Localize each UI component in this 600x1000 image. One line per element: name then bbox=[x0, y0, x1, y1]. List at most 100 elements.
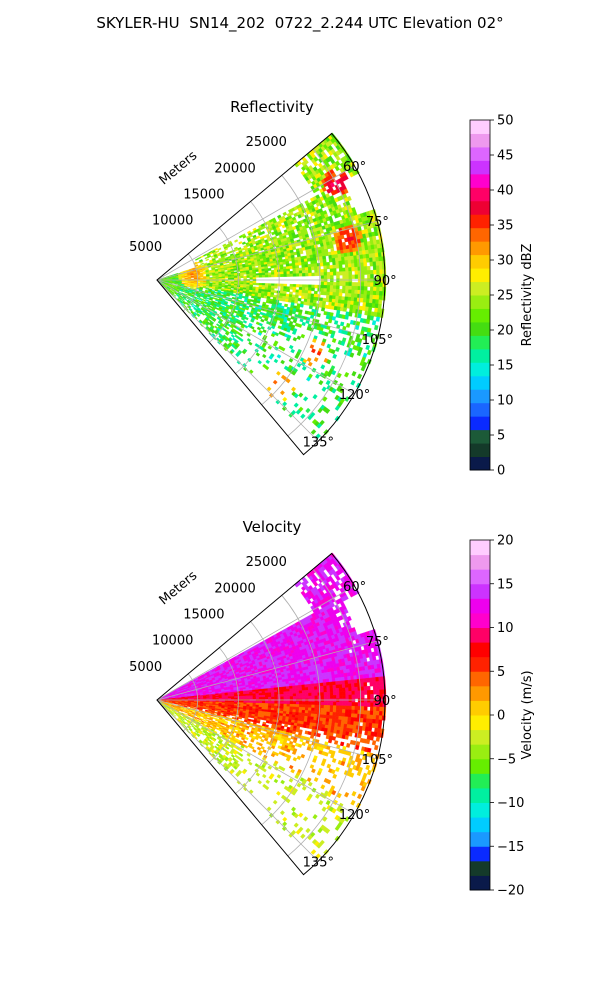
reflectivity-cell bbox=[348, 285, 353, 291]
reflectivity-cell bbox=[274, 332, 280, 337]
velocity-cell bbox=[304, 687, 309, 691]
reflectivity-cell bbox=[239, 333, 244, 337]
reflectivity-cell bbox=[212, 297, 217, 300]
reflectivity-cell bbox=[286, 266, 290, 270]
reflectivity-cell bbox=[225, 326, 230, 330]
reflectivity-cell bbox=[326, 371, 332, 378]
reflectivity-cell bbox=[354, 286, 359, 291]
reflectivity-cell bbox=[348, 282, 353, 287]
reflectivity-cell bbox=[345, 271, 349, 276]
reflectivity-cell bbox=[347, 259, 352, 265]
reflectivity-cell bbox=[326, 261, 330, 266]
reflectivity-cell bbox=[369, 315, 374, 321]
reflectivity-cell bbox=[300, 413, 306, 419]
reflectivity-cell bbox=[307, 361, 313, 367]
reflectivity-cell bbox=[342, 271, 346, 276]
reflectivity-cell bbox=[298, 262, 302, 266]
reflectivity-cell bbox=[323, 268, 328, 273]
reflectivity-colorbar-tick-label: 5 bbox=[497, 429, 505, 444]
velocity-cell bbox=[280, 689, 284, 693]
reflectivity-cell bbox=[329, 281, 334, 286]
reflectivity-cell bbox=[338, 260, 343, 265]
reflectivity-cell bbox=[258, 315, 263, 320]
reflectivity-radial-axis-label: Meters bbox=[157, 148, 201, 188]
reflectivity-cell bbox=[241, 295, 246, 299]
reflectivity-cell bbox=[239, 337, 244, 342]
reflectivity-cell bbox=[292, 265, 296, 269]
reflectivity-cell bbox=[326, 291, 331, 296]
reflectivity-cell bbox=[376, 265, 380, 271]
reflectivity-cell bbox=[274, 285, 278, 289]
reflectivity-cell bbox=[267, 268, 272, 271]
reflectivity-cell bbox=[289, 283, 294, 288]
reflectivity-cell bbox=[283, 273, 288, 277]
reflectivity-cell bbox=[331, 369, 337, 376]
reflectivity-colorbar-tick-label: 50 bbox=[497, 114, 514, 129]
reflectivity-cell bbox=[336, 285, 340, 290]
reflectivity-cell bbox=[354, 262, 358, 268]
reflectivity-cell bbox=[192, 287, 197, 290]
figure-title: SKYLER-HU SN14_202 0722_2.244 UTC Elevat… bbox=[96, 14, 504, 32]
velocity-cell bbox=[313, 683, 318, 688]
reflectivity-cell bbox=[360, 270, 365, 275]
reflectivity-cell bbox=[205, 285, 210, 287]
reflectivity-cell bbox=[229, 350, 234, 355]
velocity-cell bbox=[347, 679, 352, 685]
reflectivity-cell bbox=[342, 278, 346, 283]
reflectivity-colorbar-segment bbox=[470, 348, 490, 363]
reflectivity-cell bbox=[345, 267, 349, 272]
reflectivity-cell bbox=[354, 270, 359, 276]
reflectivity-colorbar-segment bbox=[470, 268, 490, 283]
reflectivity-cell bbox=[372, 265, 377, 271]
reflectivity-cell bbox=[345, 289, 349, 294]
reflectivity-cell bbox=[252, 280, 257, 284]
reflectivity-cell bbox=[335, 264, 340, 269]
reflectivity-cell bbox=[276, 370, 281, 376]
reflectivity-cell bbox=[260, 295, 265, 299]
reflectivity-cell bbox=[322, 255, 327, 260]
reflectivity-cell bbox=[350, 297, 355, 302]
reflectivity-cell bbox=[309, 344, 315, 349]
reflectivity-cell bbox=[347, 263, 352, 268]
reflectivity-cell bbox=[238, 296, 243, 300]
reflectivity-cell bbox=[313, 293, 318, 298]
velocity-cell bbox=[338, 680, 343, 685]
reflectivity-cell bbox=[314, 272, 319, 277]
reflectivity-colorbar-segment bbox=[470, 214, 490, 229]
reflectivity-cell bbox=[280, 271, 284, 275]
reflectivity-colorbar-tick-label: 45 bbox=[497, 149, 514, 164]
reflectivity-cell bbox=[347, 296, 352, 302]
reflectivity-cell bbox=[351, 263, 355, 268]
reflectivity-cell bbox=[366, 349, 372, 356]
reflectivity-cell bbox=[367, 274, 371, 279]
reflectivity-range-tick-label: 15000 bbox=[183, 187, 224, 202]
reflectivity-cell bbox=[317, 407, 323, 414]
velocity-cell bbox=[292, 685, 296, 689]
reflectivity-cell bbox=[305, 407, 311, 414]
reflectivity-sector-outline bbox=[156, 132, 386, 456]
reflectivity-cell bbox=[286, 317, 292, 322]
reflectivity-cell bbox=[238, 328, 243, 333]
reflectivity-cell bbox=[200, 262, 205, 266]
reflectivity-cell bbox=[295, 273, 300, 277]
reflectivity-cell bbox=[329, 285, 334, 290]
reflectivity-cell bbox=[335, 292, 340, 297]
reflectivity-cell bbox=[217, 287, 222, 290]
reflectivity-cell bbox=[360, 294, 365, 299]
reflectivity-cell bbox=[181, 281, 186, 283]
reflectivity-colorbar-segment bbox=[470, 402, 490, 417]
reflectivity-cell bbox=[187, 285, 191, 288]
reflectivity-cell bbox=[293, 393, 299, 399]
reflectivity-cell bbox=[312, 338, 317, 343]
reflectivity-cell bbox=[360, 274, 365, 279]
reflectivity-cell bbox=[268, 355, 274, 360]
reflectivity-cell bbox=[369, 290, 374, 296]
reflectivity-cell bbox=[305, 270, 309, 274]
velocity-cell bbox=[304, 681, 309, 685]
reflectivity-cell bbox=[288, 412, 294, 418]
reflectivity-cell bbox=[311, 287, 315, 292]
reflectivity-cell bbox=[379, 265, 383, 271]
reflectivity-cell bbox=[295, 265, 300, 269]
velocity-cell bbox=[283, 688, 287, 693]
velocity-cell bbox=[298, 684, 303, 689]
